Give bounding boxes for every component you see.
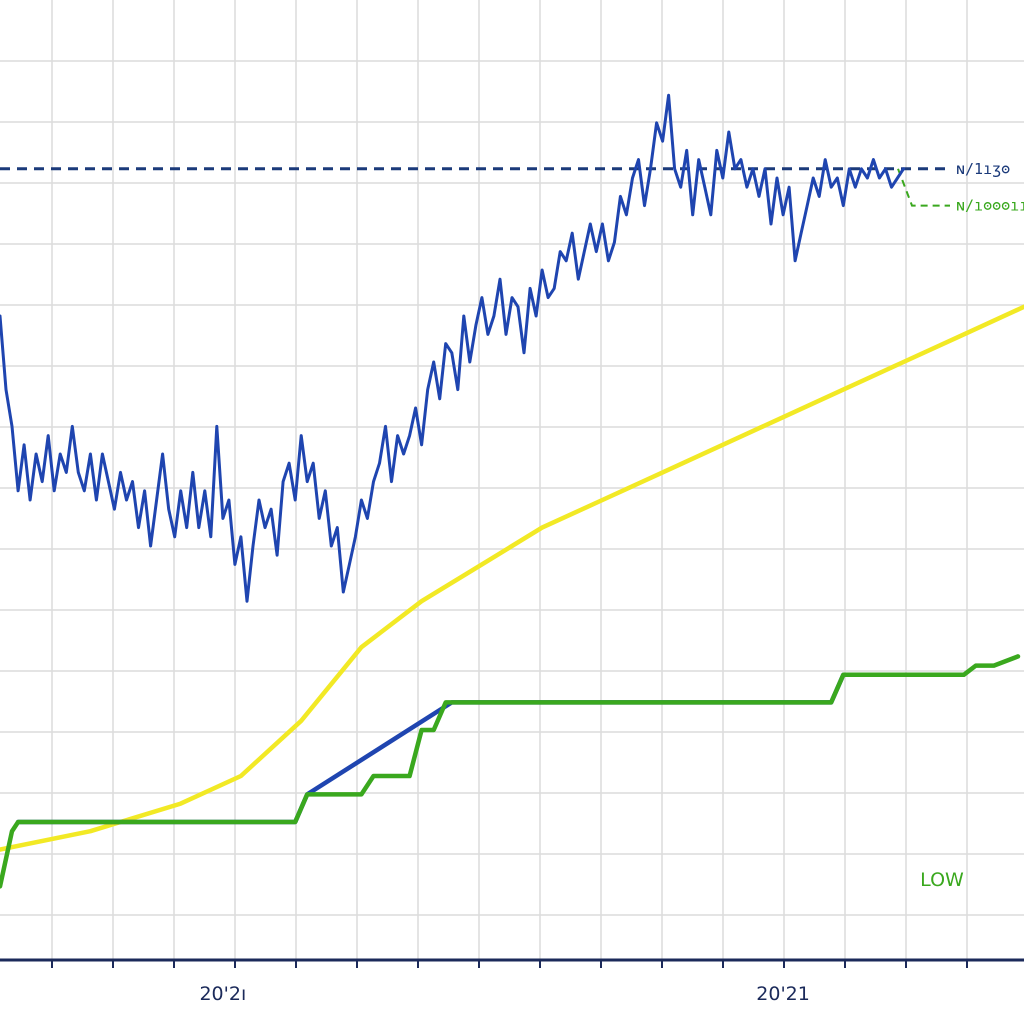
reference-line-label: ɴ/ıʘʘʘıı xyxy=(956,197,1024,215)
series-layer xyxy=(0,93,1024,889)
x-tick-label: 20'21 xyxy=(756,983,810,1005)
grid xyxy=(0,0,1024,960)
x-axis xyxy=(0,958,1024,968)
label-layer: ɴ/1ıʒʘ ɴ/ıʘʘʘıı 20'2ı 20'21 LOW xyxy=(199,160,1024,1005)
x-tick-label: 20'2ı xyxy=(199,983,246,1005)
series-line xyxy=(0,304,1024,852)
reference-lines xyxy=(0,167,952,207)
series-line xyxy=(0,93,905,603)
reference-line-label: ɴ/1ıʒʘ xyxy=(956,160,1010,178)
low-annotation: LOW xyxy=(920,869,964,891)
reference-line xyxy=(897,168,950,207)
series-line xyxy=(0,654,1021,889)
series-line xyxy=(15,672,846,825)
